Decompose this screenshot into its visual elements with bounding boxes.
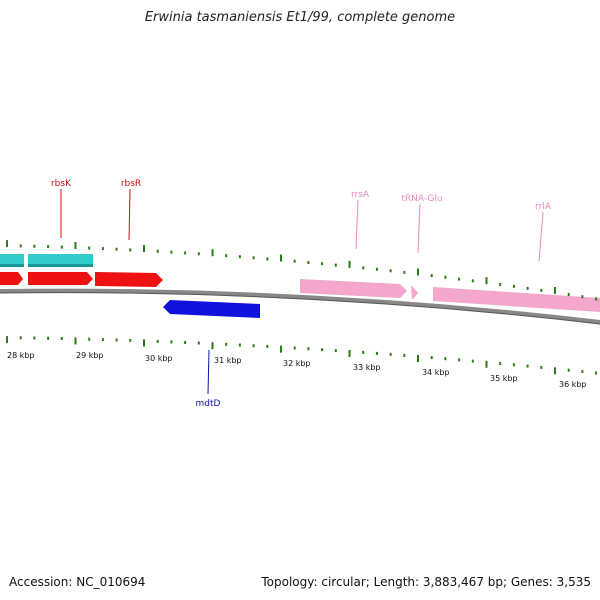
scale-label-35: 35 kbp bbox=[490, 374, 518, 383]
label-rbsR[interactable]: rbsR bbox=[121, 179, 141, 189]
gene-mdtD[interactable] bbox=[163, 300, 260, 318]
scale-label-32: 32 kbp bbox=[283, 359, 311, 368]
gene-cyan-2[interactable] bbox=[28, 254, 93, 267]
scale-label-33: 33 kbp bbox=[353, 363, 381, 372]
gene-rrsA[interactable] bbox=[300, 279, 407, 298]
gene-rrlA[interactable] bbox=[433, 287, 600, 312]
scale-label-28: 28 kbp bbox=[7, 351, 35, 360]
gene-tRNA-Glu[interactable] bbox=[411, 285, 418, 300]
map-title: Erwinia tasmaniensis Et1/99, complete ge… bbox=[144, 10, 456, 25]
chromosome-backbone-shadow bbox=[0, 292, 600, 325]
gene-cyan-1-shade bbox=[0, 264, 24, 267]
label-rrsA[interactable]: rrsA bbox=[351, 190, 370, 200]
scale-label-30: 30 kbp bbox=[145, 354, 173, 363]
scale-label-34: 34 kbp bbox=[422, 368, 450, 377]
label-mdtD[interactable]: mdtD bbox=[196, 399, 221, 409]
label-tRNA-Glu[interactable]: tRNA-Glu bbox=[401, 194, 442, 204]
leader-mdtD bbox=[207, 349, 210, 395]
gene-rbsK[interactable] bbox=[28, 272, 93, 285]
leader-tRNA-Glu bbox=[417, 203, 421, 254]
scale-label-36: 36 kbp bbox=[559, 380, 587, 389]
label-rrlA[interactable]: rrlA bbox=[535, 202, 552, 212]
gene-rbsR[interactable] bbox=[95, 272, 163, 287]
genome-summary-text: Topology: circular; Length: 3,883,467 bp… bbox=[261, 575, 591, 589]
leader-rbsR bbox=[128, 188, 131, 241]
gene-cyan-2-shade bbox=[28, 264, 93, 267]
scale-ticks bbox=[6, 240, 598, 375]
leader-rrsA bbox=[355, 199, 359, 250]
label-rbsK[interactable]: rbsK bbox=[51, 179, 72, 189]
scale-label-31: 31 kbp bbox=[214, 356, 242, 365]
accession-text: Accession: NC_010694 bbox=[9, 575, 146, 589]
gene-cyan-1[interactable] bbox=[0, 254, 24, 267]
chromosome-backbone bbox=[0, 288, 600, 324]
gene-red-1[interactable] bbox=[0, 272, 23, 285]
leader-rrlA bbox=[538, 211, 544, 262]
scale-label-29: 29 kbp bbox=[76, 351, 104, 360]
